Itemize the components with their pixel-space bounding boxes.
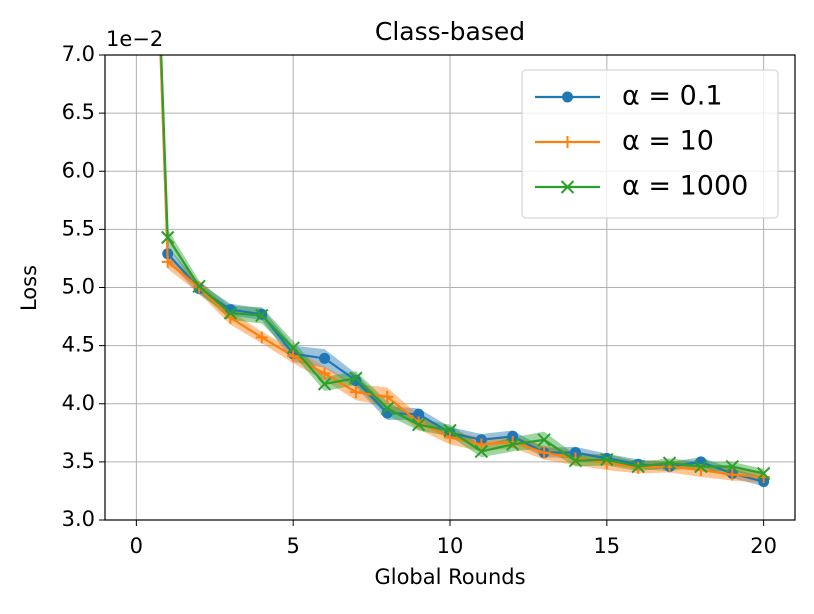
marker bbox=[413, 408, 425, 420]
marker bbox=[506, 437, 520, 452]
marker bbox=[506, 436, 519, 449]
marker bbox=[600, 452, 614, 467]
marker bbox=[349, 371, 363, 385]
marker bbox=[349, 386, 362, 399]
y-offset-label: 1e−2 bbox=[106, 27, 163, 51]
legend-label: α = 0.1 bbox=[622, 81, 723, 112]
marker bbox=[443, 423, 457, 438]
marker bbox=[255, 308, 269, 323]
marker bbox=[255, 331, 268, 344]
marker bbox=[568, 454, 583, 468]
marker bbox=[562, 91, 573, 103]
marker bbox=[538, 446, 551, 459]
y-tick-label: 3.0 bbox=[62, 507, 95, 531]
y-tick-label: 4.5 bbox=[62, 333, 95, 357]
y-tick-label: 7.0 bbox=[62, 42, 95, 66]
x-tick-label: 20 bbox=[750, 534, 777, 558]
y-tick-label: 6.5 bbox=[62, 100, 95, 124]
legend-box bbox=[521, 69, 779, 219]
marker bbox=[444, 431, 456, 444]
chart-title: Class-based bbox=[375, 17, 525, 46]
marker bbox=[474, 444, 489, 459]
y-tick-label: 5.0 bbox=[62, 275, 95, 299]
marker bbox=[537, 433, 551, 447]
marker bbox=[756, 466, 771, 481]
marker bbox=[380, 401, 394, 416]
x-axis-label: Global Rounds bbox=[374, 565, 525, 589]
marker bbox=[561, 136, 574, 148]
marker bbox=[287, 350, 300, 363]
x-tick-label: 5 bbox=[286, 534, 299, 558]
y-tick-label: 6.0 bbox=[62, 158, 95, 182]
legend-label: α = 1000 bbox=[622, 171, 748, 202]
legend-label: α = 10 bbox=[622, 126, 714, 157]
marker bbox=[286, 341, 300, 355]
marker bbox=[161, 255, 174, 268]
marker bbox=[223, 306, 238, 320]
y-axis-label: Loss bbox=[17, 265, 41, 311]
y-tick-label: 3.5 bbox=[62, 449, 95, 473]
x-tick-label: 15 bbox=[593, 534, 620, 558]
marker bbox=[381, 390, 394, 403]
plot-area bbox=[159, 55, 771, 488]
marker bbox=[192, 279, 206, 294]
x-tick-label: 0 bbox=[130, 534, 143, 558]
y-tick-label: 4.0 bbox=[62, 391, 95, 415]
marker bbox=[317, 377, 332, 391]
marker bbox=[726, 468, 739, 481]
marker bbox=[725, 459, 739, 474]
marker bbox=[411, 417, 426, 432]
x-tick-label: 10 bbox=[437, 534, 464, 558]
y-tick-label: 5.5 bbox=[62, 216, 95, 240]
marker bbox=[318, 367, 331, 380]
marker bbox=[694, 459, 708, 474]
marker bbox=[631, 459, 645, 474]
marker bbox=[319, 352, 331, 364]
axes-frame bbox=[104, 54, 796, 521]
marker bbox=[161, 230, 175, 245]
error-band bbox=[160, 55, 764, 479]
marker bbox=[662, 456, 677, 470]
marker bbox=[475, 438, 488, 451]
marker bbox=[560, 180, 575, 194]
